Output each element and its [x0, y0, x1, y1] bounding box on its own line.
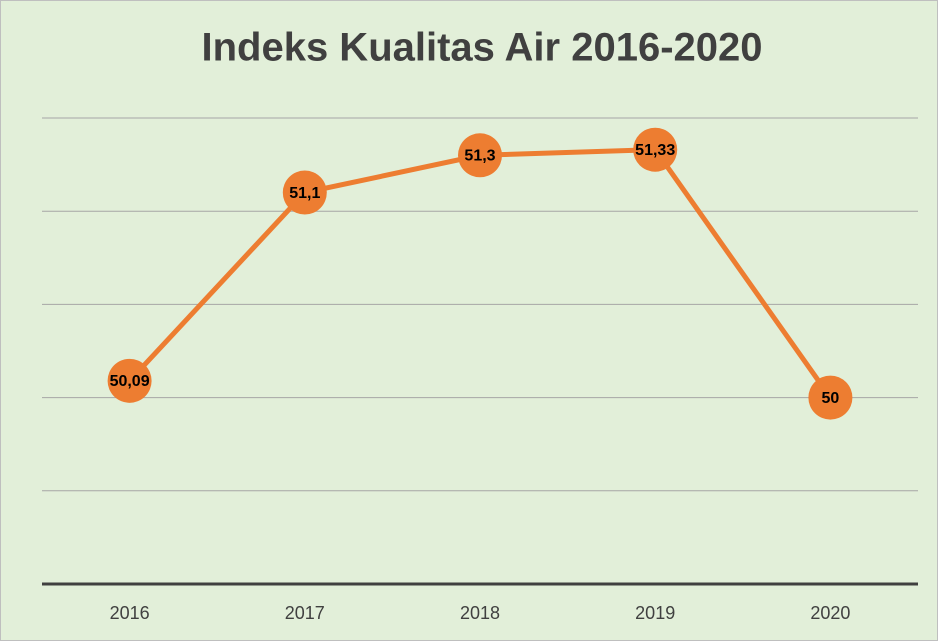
marker — [282, 170, 327, 215]
data-label: 51,3 — [464, 147, 495, 164]
x-tick-label: 2020 — [810, 603, 850, 623]
data-label: 51,1 — [289, 185, 320, 202]
x-tick-label: 2019 — [635, 603, 675, 623]
data-label: 50 — [822, 390, 840, 407]
marker — [107, 358, 152, 403]
chart-title: Indeks Kualitas Air 2016-2020 — [201, 26, 762, 70]
marker — [808, 375, 853, 420]
x-tick-label: 2018 — [460, 603, 500, 623]
marker — [458, 133, 502, 178]
data-label: 50,09 — [110, 373, 150, 390]
x-tick-label: 2017 — [285, 603, 325, 623]
marker — [633, 127, 678, 172]
x-tick-label: 2016 — [110, 603, 150, 623]
data-label: 51,33 — [635, 142, 675, 159]
